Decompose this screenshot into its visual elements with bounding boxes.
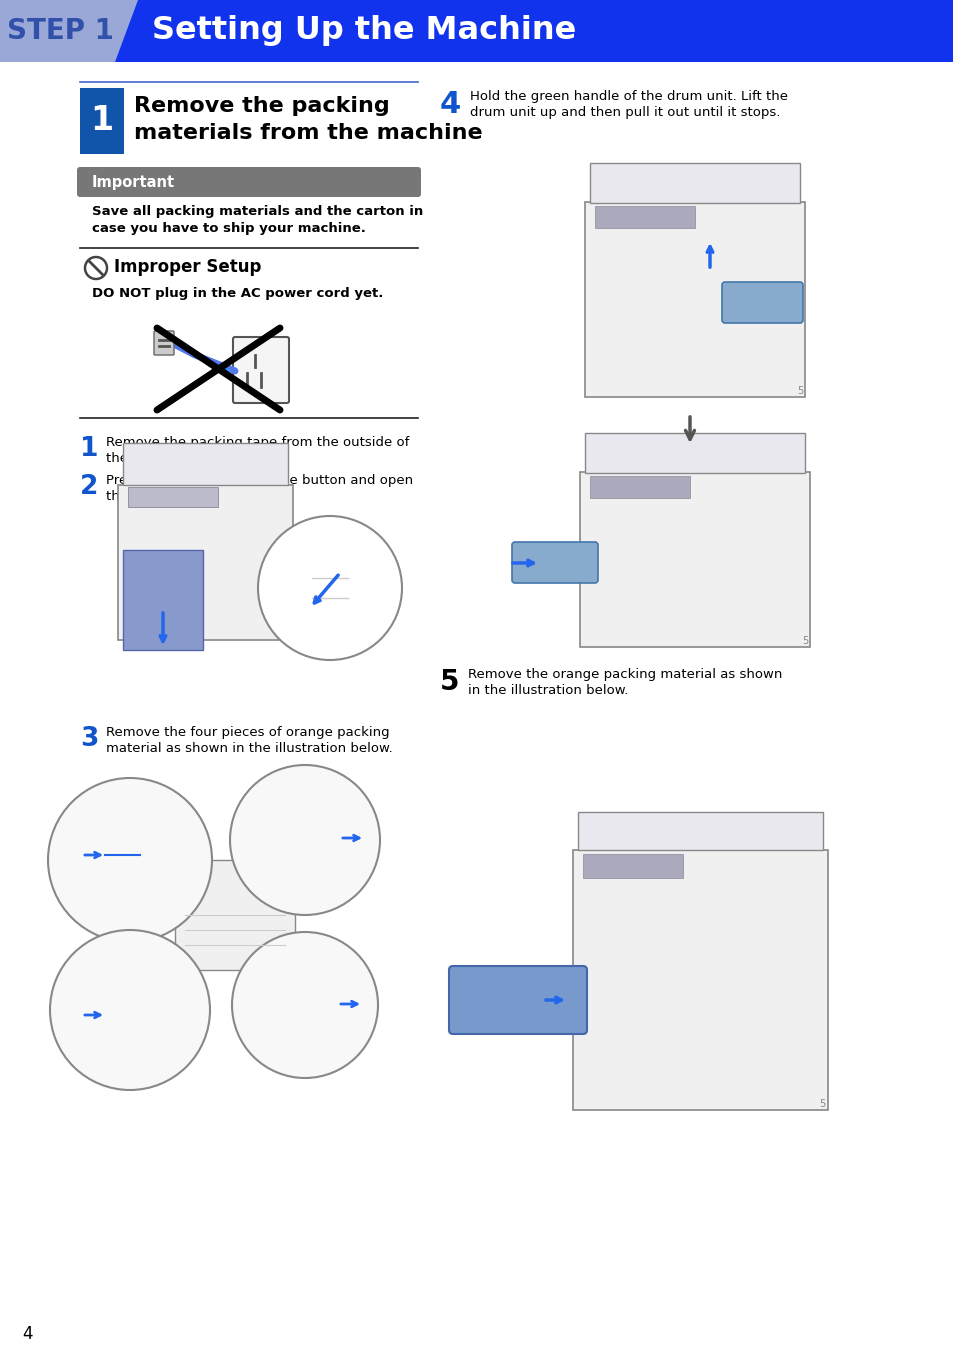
Text: 1: 1 — [91, 104, 113, 138]
Polygon shape — [0, 0, 138, 62]
Text: 5: 5 — [439, 667, 459, 696]
Text: 5: 5 — [796, 386, 802, 396]
Text: in the illustration below.: in the illustration below. — [468, 684, 628, 697]
Text: DO NOT plug in the AC power cord yet.: DO NOT plug in the AC power cord yet. — [91, 286, 383, 300]
Text: Remove the orange packing material as shown: Remove the orange packing material as sh… — [468, 667, 781, 681]
Bar — [123, 443, 288, 485]
Circle shape — [48, 778, 212, 942]
Text: 5: 5 — [801, 636, 807, 646]
Text: Remove the four pieces of orange packing: Remove the four pieces of orange packing — [106, 725, 389, 739]
Text: 5: 5 — [818, 1098, 824, 1109]
Bar — [579, 471, 809, 647]
Circle shape — [232, 932, 377, 1078]
Bar — [589, 163, 800, 203]
Text: materials from the machine: materials from the machine — [133, 123, 482, 143]
FancyBboxPatch shape — [233, 336, 289, 403]
Bar — [578, 812, 822, 850]
FancyBboxPatch shape — [153, 331, 173, 355]
Bar — [589, 476, 689, 499]
Circle shape — [230, 765, 379, 915]
Text: STEP 1: STEP 1 — [7, 18, 113, 45]
Text: 5: 5 — [297, 630, 304, 640]
Text: Setting Up the Machine: Setting Up the Machine — [152, 15, 576, 46]
FancyBboxPatch shape — [77, 168, 420, 197]
Text: Remove the packing: Remove the packing — [133, 96, 390, 116]
Text: Save all packing materials and the carton in: Save all packing materials and the carto… — [91, 205, 423, 218]
FancyBboxPatch shape — [118, 485, 293, 640]
Circle shape — [85, 257, 107, 280]
Bar — [174, 861, 294, 970]
Text: 4: 4 — [439, 91, 460, 119]
FancyBboxPatch shape — [123, 550, 203, 650]
Text: 4: 4 — [22, 1325, 32, 1343]
Text: 3: 3 — [80, 725, 98, 753]
Text: Remove the packing tape from the outside of: Remove the packing tape from the outside… — [106, 436, 409, 449]
Text: drum unit up and then pull it out until it stops.: drum unit up and then pull it out until … — [470, 105, 780, 119]
Bar — [128, 486, 218, 507]
Bar — [584, 203, 804, 397]
Circle shape — [50, 929, 210, 1090]
Bar — [0, 0, 953, 62]
Bar — [595, 205, 695, 228]
Text: 1: 1 — [80, 436, 98, 462]
Circle shape — [257, 516, 401, 661]
Text: the machine.: the machine. — [106, 453, 193, 465]
Text: material as shown in the illustration below.: material as shown in the illustration be… — [106, 742, 393, 755]
Bar — [582, 854, 682, 878]
Text: the front cover.: the front cover. — [106, 490, 208, 503]
FancyBboxPatch shape — [449, 966, 586, 1034]
Text: Improper Setup: Improper Setup — [113, 258, 261, 276]
Text: Important: Important — [91, 174, 175, 189]
Text: 2: 2 — [80, 474, 98, 500]
Text: case you have to ship your machine.: case you have to ship your machine. — [91, 222, 366, 235]
Text: Hold the green handle of the drum unit. Lift the: Hold the green handle of the drum unit. … — [470, 91, 787, 103]
Bar — [573, 850, 827, 1111]
Bar — [584, 434, 804, 473]
Bar — [80, 88, 124, 154]
Text: Press the front cover release button and open: Press the front cover release button and… — [106, 474, 413, 486]
FancyBboxPatch shape — [512, 542, 598, 584]
FancyBboxPatch shape — [721, 282, 802, 323]
